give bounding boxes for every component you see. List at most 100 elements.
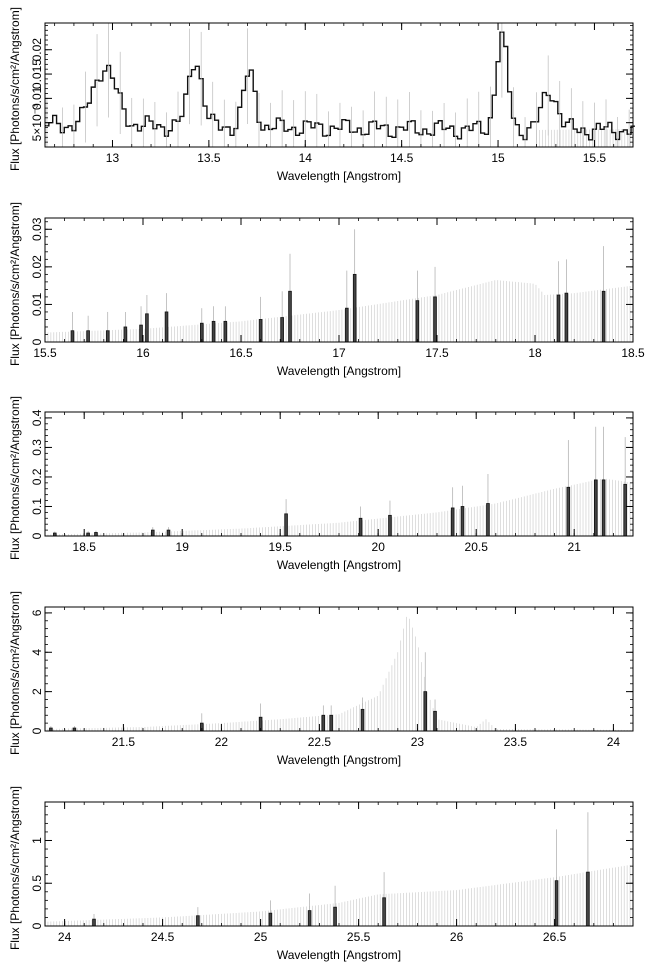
x-tick-label: 14 [299,151,313,165]
data-bar [566,486,571,537]
data-bar [94,532,98,537]
y-tick-label: 0.01 [30,86,44,110]
x-tick-label: 16.5 [229,346,253,360]
y-axis-label: Flux [Photons/s/cm²/Angstrom] [8,202,22,366]
y-tick-label: 0 [30,532,44,539]
x-axis-label: Wavelength [Angstrom] [277,948,401,962]
y-axis-label: Flux [Photons/s/cm²/Angstrom] [8,7,22,171]
data-bar [564,292,569,343]
data-bar [166,529,171,537]
data-bar [352,273,357,343]
y-tick-label: 4 [30,649,44,656]
x-tick-label: 26.5 [543,930,567,944]
plot-frame [44,606,634,732]
data-bar [329,714,333,732]
x-tick-label: 23 [411,735,425,749]
y-tick-label: 0.3 [30,439,44,456]
y-axis-label: Flux [Photons/s/cm²/Angstrom] [8,786,22,950]
x-tick-label: 19.5 [269,540,293,554]
y-tick-label: 5×10⁻³ [30,104,44,141]
y-tick-label: 0.03 [30,217,44,241]
x-tick-label: 21 [568,540,582,554]
y-tick-label: 0.015 [30,59,44,89]
data-bar [70,330,75,343]
x-tick-label: 24.5 [151,930,175,944]
panel-2: 15.5 16 16.5 17 17.5 18 18.5 0 0.01 0.02 0.03 Wavel… [8,202,645,378]
data-bar [151,529,155,537]
data-bar [486,503,490,537]
x-tick-label: 15 [491,151,505,165]
data-bar [105,330,110,343]
y-tick-label: 6 [30,609,44,616]
data-bar [288,290,292,343]
panel-5: 24 24.5 25 25.5 26 26.5 0 0.5 1 Wavelength [Angst… [8,786,634,962]
y-tick-label: 1 [30,837,44,844]
data-bar [345,307,349,343]
data-bars [92,812,590,927]
data-bar [123,326,128,343]
x-axis-label: Wavelength [Angstrom] [277,364,401,378]
data-bar [601,290,606,343]
data-bar [258,319,263,343]
x-axis-label: Wavelength [Angstrom] [277,558,401,572]
data-bar [433,296,437,343]
y-tick-label: 0.1 [30,498,44,515]
data-bar [196,915,200,927]
x-tick-label: 23.5 [504,735,528,749]
x-tick-label: 22.5 [308,735,332,749]
x-tick-label: 20.5 [465,540,489,554]
x-axis-label: Wavelength [Angstrom] [277,169,401,183]
y-tick-label: 0.02 [30,38,44,62]
y-tick-label: 0 [30,727,44,734]
x-tick-label: 22 [215,735,229,749]
x-tick-label: 26 [450,930,464,944]
data-bars [49,652,437,732]
x-tick-label: 18.5 [73,540,97,554]
data-bar [554,880,559,927]
data-bar [382,897,386,927]
data-bar [321,714,326,732]
data-bar [388,514,392,537]
data-bar [86,330,90,343]
data-bar [268,912,273,927]
x-tick-label: 15.5 [33,346,57,360]
data-bar [307,910,312,927]
data-bar [423,691,428,732]
x-tick-label: 18.5 [621,346,645,360]
data-bar [145,313,149,343]
x-tick-label: 16 [136,346,150,360]
x-axis-label: Wavelength [Angstrom] [277,753,401,767]
y-tick-label: 0.5 [30,875,44,892]
data-bar [593,479,598,537]
data-bar [556,294,561,343]
x-tick-label: 13 [106,151,120,165]
data-bar [139,324,143,343]
data-bar [586,871,590,927]
data-bar [333,906,337,927]
data-bar [211,320,216,343]
data-bar [92,918,96,927]
x-tick-label: 25 [254,930,268,944]
y-tick-label: 2 [30,688,44,695]
x-tick-label: 21.5 [112,735,136,749]
data-bar [433,710,437,732]
data-bar [284,513,288,537]
panel-3: 18.5 19 19.5 20 20.5 21 0 0.1 0.2 0.3 0.4 Wavelengt… [8,396,634,572]
y-tick-label: 0 [30,922,44,929]
plot-frame [44,22,634,148]
x-tick-label: 24 [58,930,72,944]
x-tick-label: 19 [176,540,190,554]
x-tick-label: 14.5 [390,151,414,165]
x-tick-label: 13.5 [197,151,221,165]
model-band [44,616,631,731]
y-tick-label: 0.4 [30,409,44,426]
x-tick-label: 18 [528,346,542,360]
data-bar [415,300,420,343]
data-bar [164,311,169,343]
x-tick-label: 15.5 [583,151,607,165]
y-axis-label: Flux [Photons/s/cm²/Angstrom] [8,396,22,560]
